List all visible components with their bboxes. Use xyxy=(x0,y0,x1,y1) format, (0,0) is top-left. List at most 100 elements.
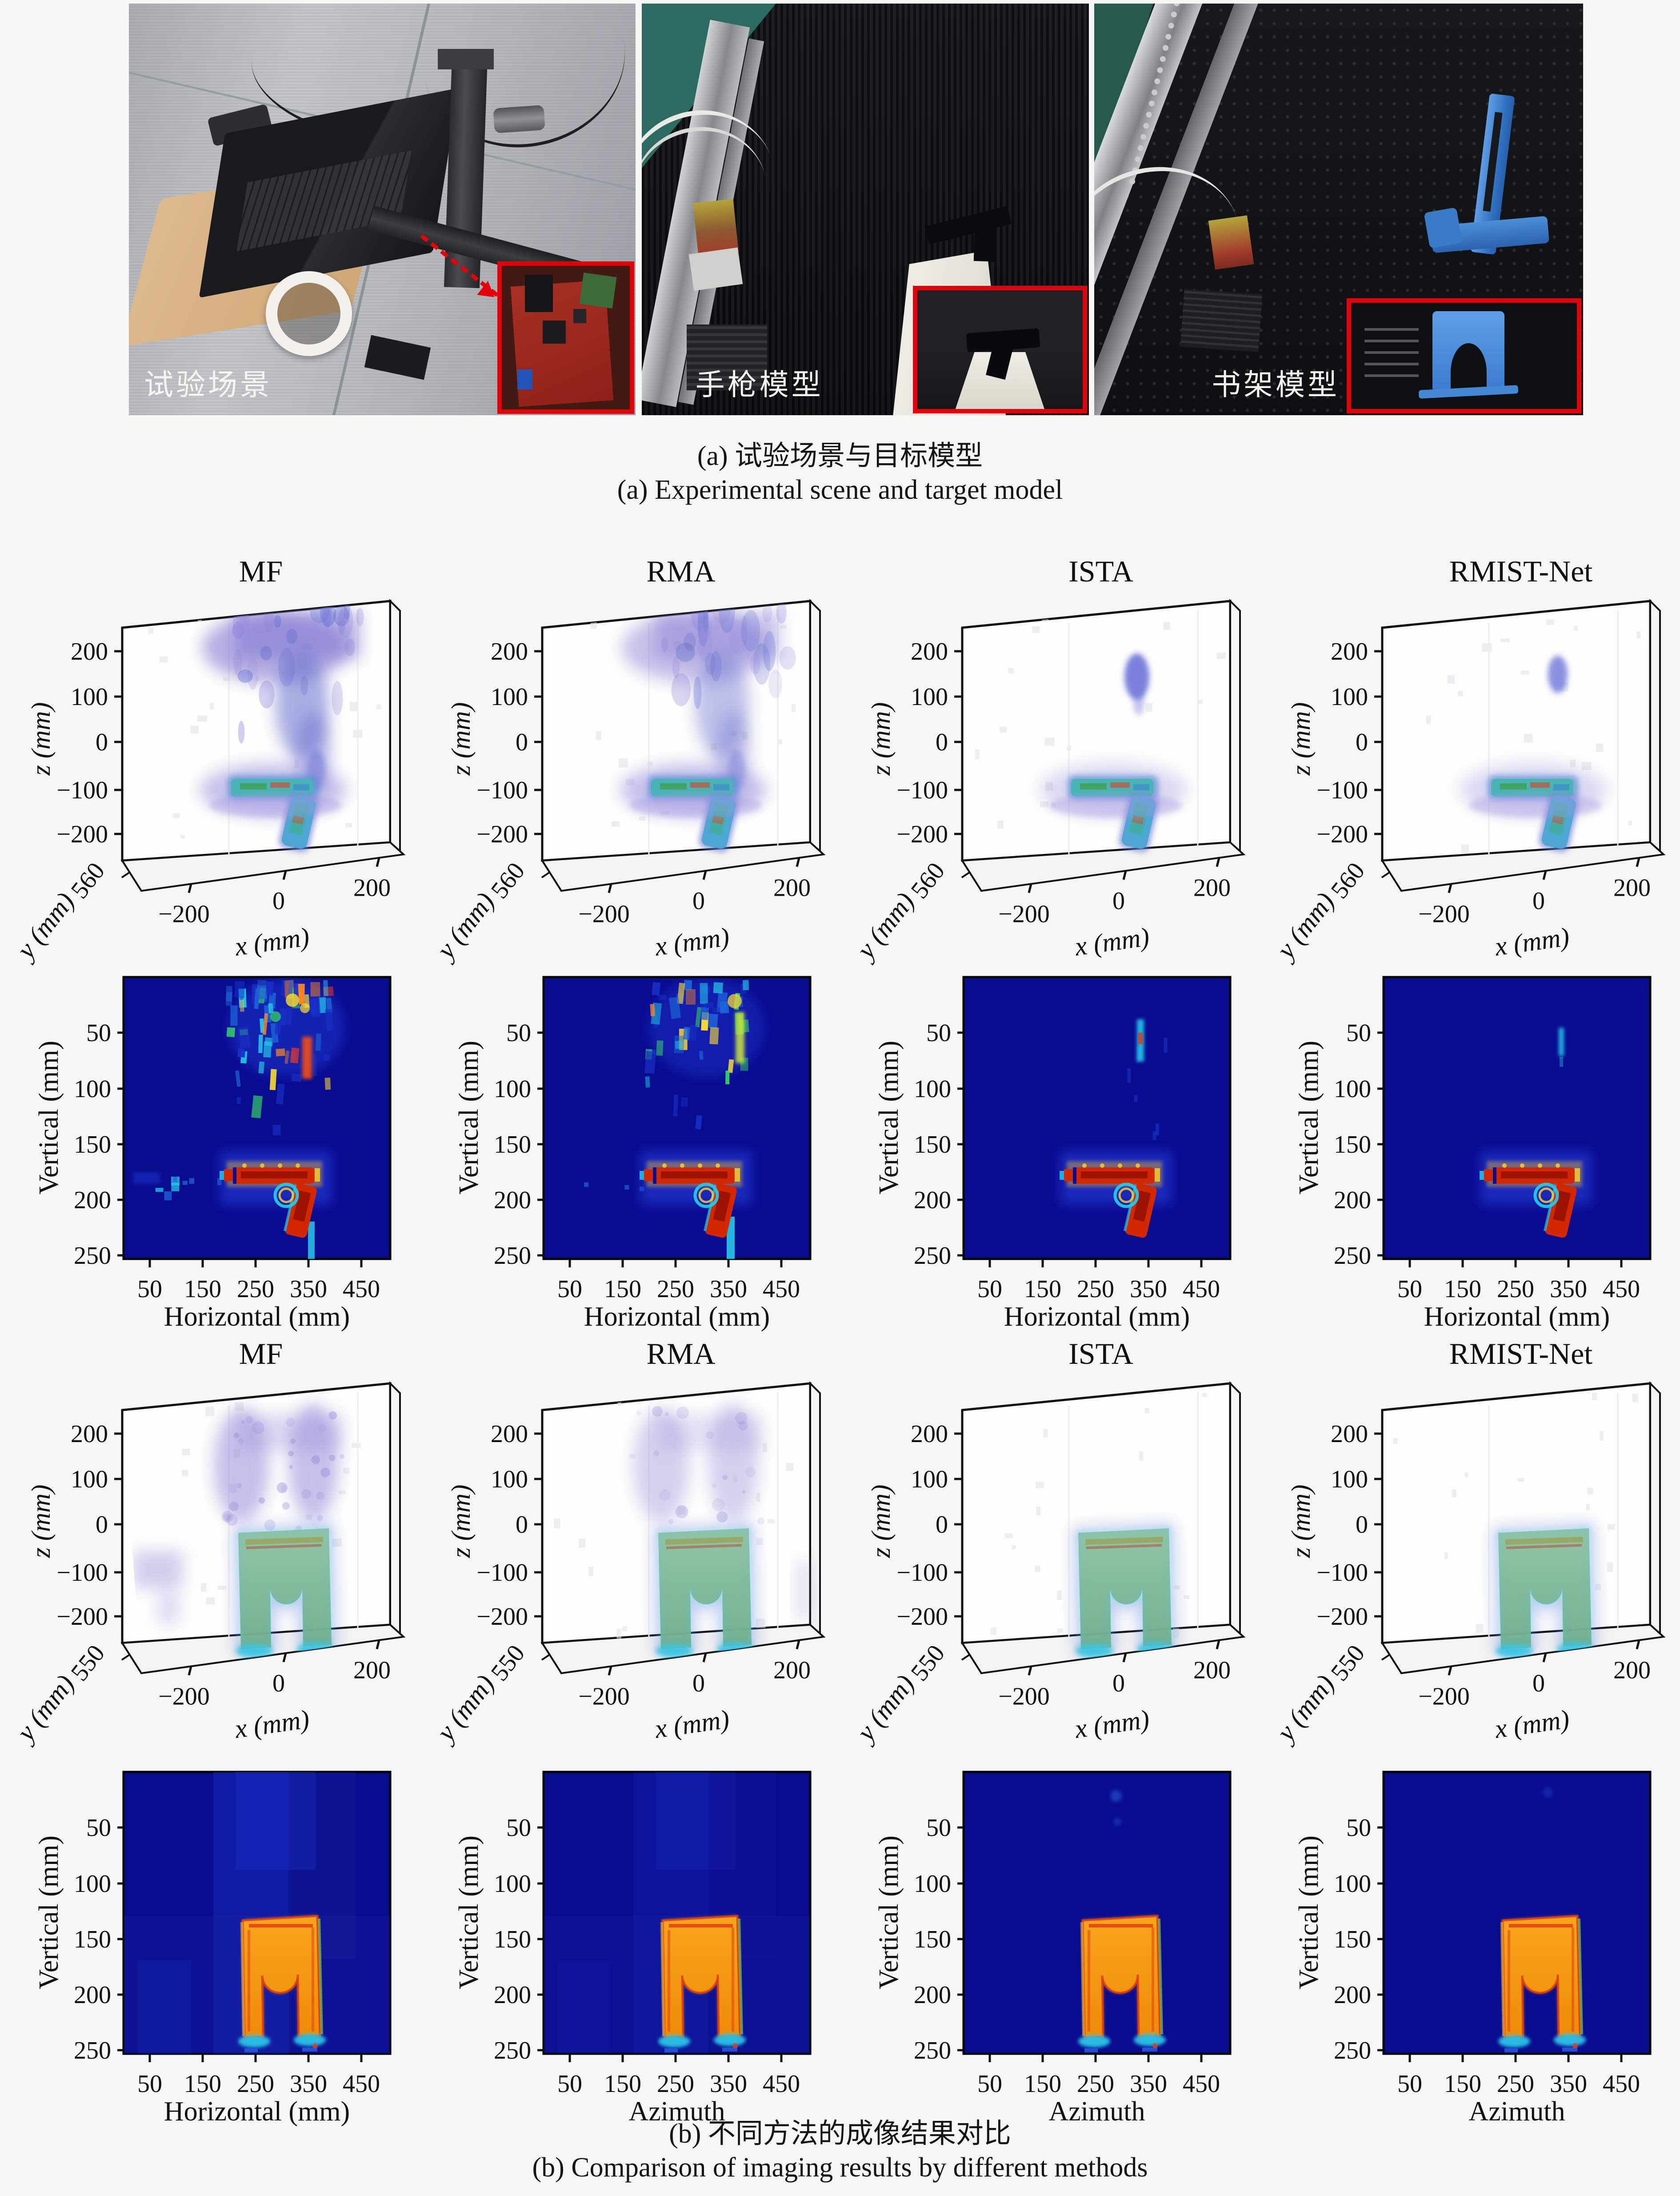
x-tick-label: 150 xyxy=(604,1275,641,1303)
bookend-foot xyxy=(1424,207,1463,249)
x-tick-label: 0 xyxy=(1112,887,1125,915)
x-tick-label: 350 xyxy=(710,1275,747,1303)
shape xyxy=(1592,1393,1597,1400)
shape xyxy=(339,1491,346,1495)
shape xyxy=(695,1007,702,1028)
y-tick-label: 250 xyxy=(1334,2037,1371,2064)
y-tick-label: 200 xyxy=(1334,1981,1371,2009)
shape xyxy=(240,783,267,789)
shape xyxy=(315,1168,320,1182)
shape xyxy=(697,604,709,647)
artifact-speck xyxy=(1110,1790,1122,1802)
shape xyxy=(617,1399,622,1406)
shape xyxy=(1636,858,1640,867)
shape xyxy=(653,1167,656,1184)
shape xyxy=(1524,734,1533,743)
y-axis-label: Vertical (mm) xyxy=(874,1041,904,1194)
shape xyxy=(283,1185,297,1231)
shape xyxy=(328,1411,337,1420)
arch-foot xyxy=(656,1644,693,1658)
shape xyxy=(1448,1666,1452,1676)
shape xyxy=(676,1407,689,1419)
z-axis-label: z (mm) xyxy=(26,702,56,776)
shape xyxy=(224,1169,233,1181)
shape xyxy=(356,608,364,626)
z-tick-label: 0 xyxy=(1356,1511,1368,1539)
shape xyxy=(188,1666,192,1676)
heatmap-bookend-rmist-net: 50 100 150 200 250 Vertical (mm) 50 150 250 350 45… xyxy=(1294,1771,1652,2127)
shape xyxy=(1049,793,1182,818)
shape xyxy=(664,2048,678,2052)
shape xyxy=(558,1960,611,2054)
x-tick-label: 450 xyxy=(763,1275,800,1303)
shape xyxy=(1085,1536,1164,1545)
shape xyxy=(223,1513,231,1521)
bookend-heatmap-signature xyxy=(1498,1787,1586,2052)
z-tick-label: −200 xyxy=(896,821,948,848)
shape xyxy=(1573,625,1578,631)
shape xyxy=(320,601,336,627)
shape xyxy=(339,604,353,638)
shape xyxy=(241,1171,308,1178)
shape xyxy=(1216,858,1220,867)
shape xyxy=(159,1591,178,1623)
caption-a: (a) 试验场景与目标模型 (a) Experimental scene and… xyxy=(0,439,1680,507)
x-tick-label: 250 xyxy=(1497,1275,1534,1303)
y-tick-label: 150 xyxy=(1334,1926,1371,1953)
x-tick-label: −200 xyxy=(578,900,630,928)
y-tick-label: 50 xyxy=(506,1019,531,1047)
shape xyxy=(201,1583,207,1592)
shape xyxy=(779,646,796,670)
shape xyxy=(1572,1928,1574,2032)
x-axis-label: x (mm) xyxy=(1072,1704,1151,1744)
shape xyxy=(293,1190,311,1222)
pistol-inset xyxy=(912,285,1087,413)
x-tick-label: 150 xyxy=(604,2070,641,2098)
y-axis-label: Vertical (mm) xyxy=(34,1835,64,1989)
plot-box-side xyxy=(809,599,821,854)
y-tick-label: 250 xyxy=(74,2037,111,2064)
shape xyxy=(244,1659,260,1663)
shape xyxy=(329,1455,336,1461)
shape xyxy=(332,1538,342,1547)
shape xyxy=(742,1490,746,1494)
shape xyxy=(1452,1489,1456,1498)
shape xyxy=(684,980,692,990)
shape xyxy=(1458,691,1463,697)
shape xyxy=(702,870,707,880)
shape xyxy=(308,1222,315,1259)
y-tick-label: 150 xyxy=(914,1131,951,1158)
x-tick-label: 0 xyxy=(272,887,285,915)
shape xyxy=(660,783,687,789)
shape xyxy=(206,1597,215,1605)
shape xyxy=(728,1059,734,1073)
shape xyxy=(666,1544,742,1549)
shape xyxy=(155,1188,164,1192)
shape xyxy=(236,1483,242,1488)
shape xyxy=(713,982,724,994)
x-tick-label: 50 xyxy=(137,2070,162,2098)
x-axis-label: Horizontal (mm) xyxy=(1004,1302,1190,1332)
shape xyxy=(315,1033,321,1051)
shape xyxy=(1198,700,1203,704)
shape xyxy=(712,1007,720,1013)
plot3d-bookend-ista: 200 100 0 −100 −200 z (mm) −200 0 200 x (mm) 550y … xyxy=(849,1381,1246,1748)
shape xyxy=(1504,1659,1520,1663)
shape xyxy=(121,871,131,878)
caption-b-zh: (b) 不同方法的成像结果对比 xyxy=(669,2119,1011,2149)
x-axis-label: Azimuth xyxy=(629,2096,725,2127)
bookend-arch xyxy=(1078,1528,1172,1649)
y-tick-label: 200 xyxy=(1334,1186,1371,1214)
shape xyxy=(323,610,336,625)
z-tick-label: 200 xyxy=(491,638,528,665)
shape xyxy=(240,1415,342,1450)
y-tick-label: 200 xyxy=(914,1186,951,1214)
shape xyxy=(738,1918,743,2035)
y-tick-label: 100 xyxy=(494,1075,531,1103)
shape xyxy=(1607,1524,1615,1530)
z-tick-label: −100 xyxy=(56,1559,108,1587)
arch-foot xyxy=(714,2034,746,2046)
shape xyxy=(780,625,787,629)
shape xyxy=(1118,1163,1122,1168)
